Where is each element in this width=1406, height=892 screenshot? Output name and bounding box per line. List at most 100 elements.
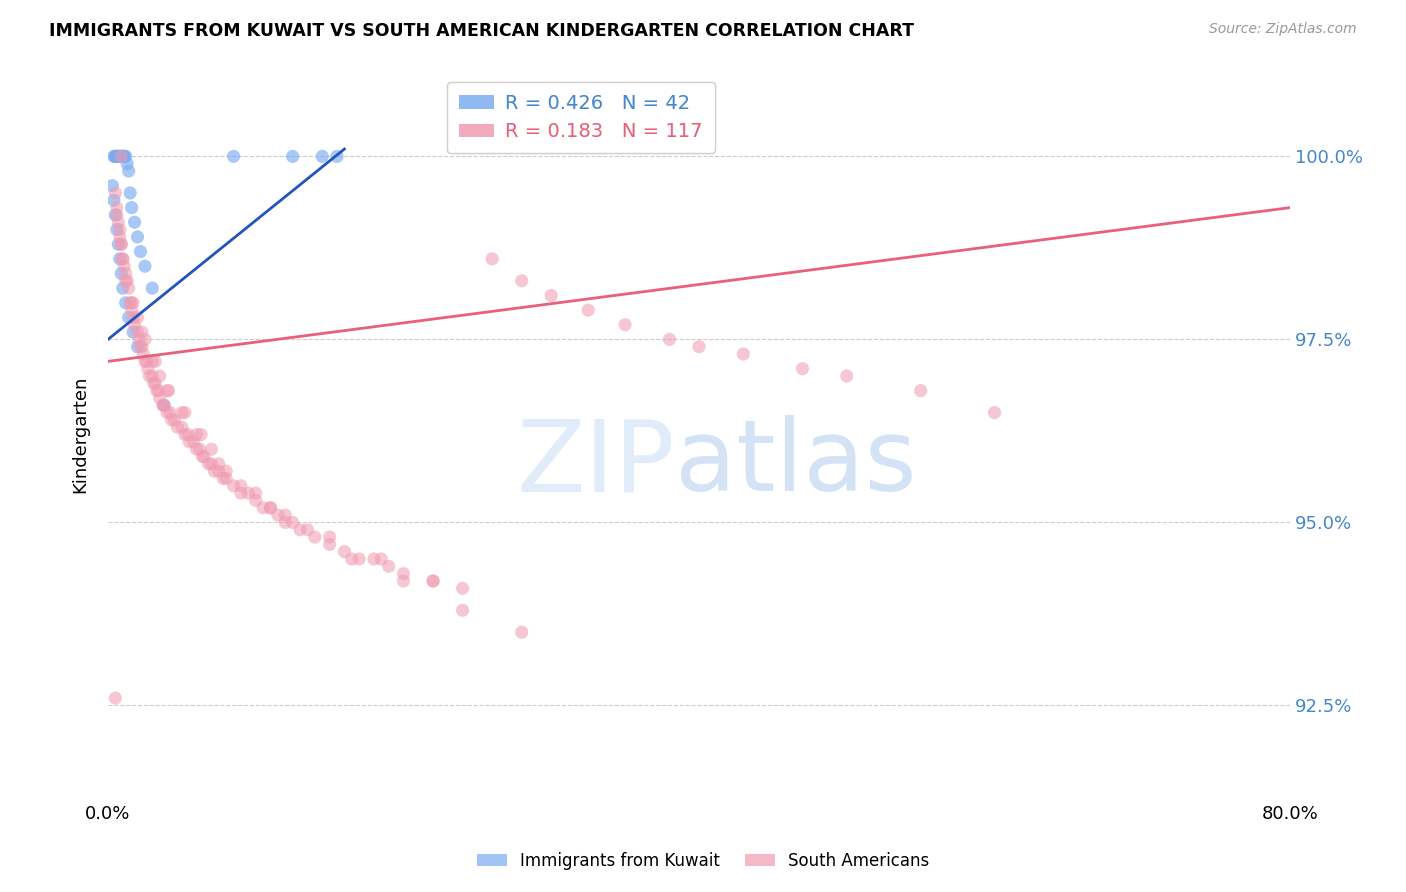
Point	[510, 625, 533, 640]
Point	[143, 376, 166, 391]
Point	[156, 406, 179, 420]
Point	[392, 566, 415, 581]
Point	[108, 149, 131, 163]
Point	[110, 149, 132, 163]
Point	[107, 215, 129, 229]
Point	[112, 149, 135, 163]
Point	[835, 369, 858, 384]
Point	[149, 391, 172, 405]
Point	[152, 398, 174, 412]
Point	[481, 252, 503, 266]
Point	[363, 552, 385, 566]
Point	[179, 434, 201, 449]
Point	[107, 149, 129, 163]
Point	[392, 574, 415, 588]
Point	[103, 194, 125, 208]
Point	[215, 464, 238, 478]
Point	[193, 450, 215, 464]
Point	[281, 149, 304, 163]
Point	[108, 252, 131, 266]
Point	[127, 325, 149, 339]
Point	[160, 413, 183, 427]
Point	[108, 222, 131, 236]
Point	[107, 237, 129, 252]
Point	[141, 354, 163, 368]
Point	[114, 267, 136, 281]
Point	[215, 471, 238, 485]
Point	[111, 252, 134, 266]
Point	[111, 149, 134, 163]
Point	[124, 215, 146, 229]
Point	[173, 406, 195, 420]
Point	[157, 384, 180, 398]
Point	[141, 281, 163, 295]
Point	[156, 384, 179, 398]
Point	[110, 237, 132, 252]
Point	[451, 582, 474, 596]
Point	[658, 332, 681, 346]
Point	[101, 178, 124, 193]
Point	[238, 486, 260, 500]
Point	[114, 274, 136, 288]
Point	[267, 508, 290, 522]
Point	[318, 530, 340, 544]
Point	[163, 413, 186, 427]
Text: Source: ZipAtlas.com: Source: ZipAtlas.com	[1209, 22, 1357, 37]
Point	[111, 281, 134, 295]
Point	[111, 149, 134, 163]
Point	[131, 325, 153, 339]
Point	[340, 552, 363, 566]
Point	[110, 149, 132, 163]
Point	[166, 420, 188, 434]
Point	[104, 149, 127, 163]
Point	[370, 552, 392, 566]
Point	[245, 493, 267, 508]
Point	[122, 295, 145, 310]
Point	[134, 332, 156, 346]
Point	[170, 420, 193, 434]
Point	[222, 149, 245, 163]
Point	[422, 574, 444, 588]
Point	[733, 347, 755, 361]
Point	[326, 149, 349, 163]
Point	[510, 274, 533, 288]
Text: ZIP: ZIP	[517, 416, 675, 512]
Point	[104, 691, 127, 706]
Legend: Immigrants from Kuwait, South Americans: Immigrants from Kuwait, South Americans	[470, 846, 936, 877]
Point	[983, 406, 1005, 420]
Point	[281, 516, 304, 530]
Point	[128, 332, 150, 346]
Point	[110, 237, 132, 252]
Point	[114, 295, 136, 310]
Point	[259, 500, 281, 515]
Point	[134, 354, 156, 368]
Point	[138, 369, 160, 384]
Point	[132, 347, 155, 361]
Point	[129, 340, 152, 354]
Legend: R = 0.426   N = 42, R = 0.183   N = 117: R = 0.426 N = 42, R = 0.183 N = 117	[447, 82, 714, 153]
Point	[304, 530, 326, 544]
Point	[134, 259, 156, 273]
Point	[107, 149, 129, 163]
Point	[208, 457, 231, 471]
Point	[122, 310, 145, 325]
Point	[177, 427, 200, 442]
Point	[153, 398, 176, 412]
Point	[115, 157, 138, 171]
Point	[118, 310, 141, 325]
Point	[112, 149, 135, 163]
Point	[104, 186, 127, 200]
Point	[792, 361, 814, 376]
Point	[274, 508, 297, 522]
Point	[121, 303, 143, 318]
Point	[153, 398, 176, 412]
Point	[200, 442, 222, 457]
Point	[141, 369, 163, 384]
Point	[190, 427, 212, 442]
Point	[252, 500, 274, 515]
Point	[114, 149, 136, 163]
Point	[222, 479, 245, 493]
Point	[148, 384, 170, 398]
Point	[229, 479, 252, 493]
Y-axis label: Kindergarten: Kindergarten	[72, 376, 89, 493]
